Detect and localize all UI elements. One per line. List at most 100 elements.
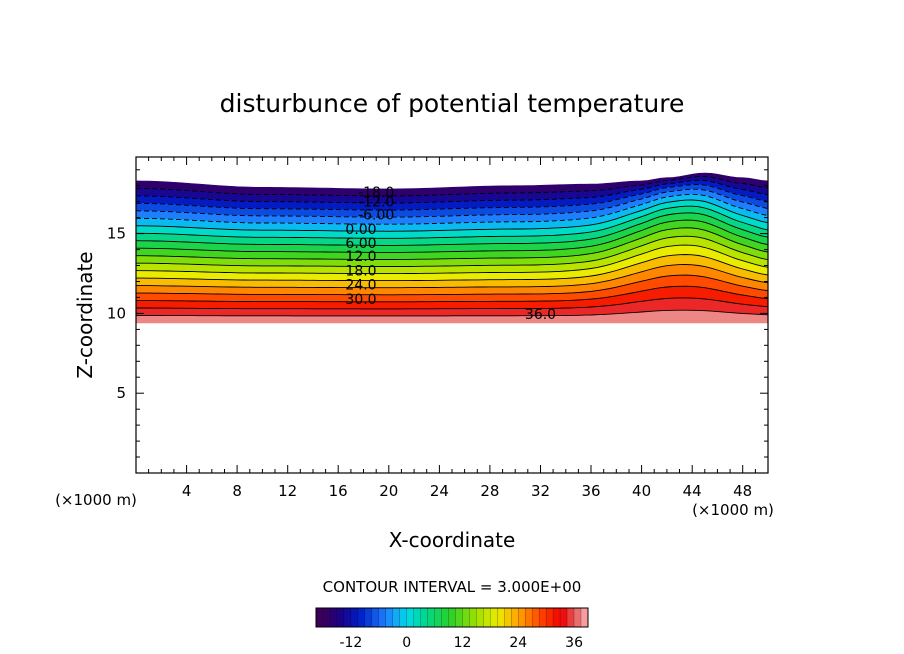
colorbar-tick-label: 36 bbox=[565, 635, 583, 651]
colorbar-cell bbox=[329, 608, 338, 627]
axis-ticks bbox=[136, 157, 768, 473]
contour-label: 30.0 bbox=[345, 292, 376, 308]
x-tick-label: 12 bbox=[278, 482, 297, 500]
x-unit-label-left: (×1000 m) bbox=[55, 491, 137, 509]
contour-line bbox=[136, 205, 768, 239]
colorbar-cell bbox=[378, 608, 387, 627]
colorbar-cell bbox=[504, 608, 512, 627]
colorbar-cell bbox=[455, 608, 463, 627]
contour-interval-text: CONTOUR INTERVAL = 3.000E+00 bbox=[323, 578, 582, 596]
contour-label: -12.0 bbox=[358, 195, 394, 211]
contour-line bbox=[136, 244, 768, 275]
colorbar-cell bbox=[511, 608, 519, 627]
x-unit-label-right: (×1000 m) bbox=[692, 501, 774, 519]
colorbar-cell bbox=[483, 608, 491, 627]
x-tick-label: 36 bbox=[581, 482, 600, 500]
colorbar-cell bbox=[420, 608, 428, 627]
contour-label: -6.00 bbox=[358, 208, 394, 224]
x-tick-label: 48 bbox=[733, 482, 752, 500]
x-tick-label: 24 bbox=[430, 482, 449, 500]
colorbar-cell bbox=[462, 608, 470, 627]
colorbar-cell bbox=[434, 608, 442, 627]
colorbar-cell bbox=[343, 608, 352, 627]
colorbar-cell bbox=[385, 608, 394, 627]
contour-line bbox=[136, 297, 768, 310]
contour-label: 0.00 bbox=[345, 222, 376, 238]
colorbar-cell bbox=[336, 608, 345, 627]
colorbar-cell bbox=[392, 608, 400, 627]
contour-line bbox=[136, 179, 768, 204]
colorbar-cell bbox=[441, 608, 449, 627]
colorbar-cell bbox=[539, 608, 547, 627]
colorbar-cell bbox=[469, 608, 477, 627]
colorbar bbox=[315, 608, 589, 627]
colorbar-cell bbox=[448, 608, 456, 627]
contour-line bbox=[136, 285, 768, 303]
contour-line bbox=[136, 254, 768, 282]
colorbar-cell bbox=[567, 608, 575, 627]
contour-label: 6.00 bbox=[345, 236, 376, 252]
x-axis-label: X-coordinate bbox=[389, 528, 516, 552]
contour-lines bbox=[136, 176, 768, 317]
colorbar-ticks: -12 0 12 24 36 bbox=[339, 635, 583, 651]
contour-label: -18.0 bbox=[358, 185, 394, 201]
x-tick-label: 44 bbox=[683, 482, 702, 500]
contour-line bbox=[136, 235, 768, 267]
contour-line bbox=[136, 199, 768, 232]
colorbar-cell bbox=[364, 608, 373, 627]
colorbar-cell bbox=[574, 608, 582, 627]
colorbar-cell bbox=[497, 608, 505, 627]
contour-line bbox=[136, 264, 768, 289]
contour-bands bbox=[136, 172, 768, 324]
contour-field bbox=[136, 172, 768, 324]
x-tick-labels: 4 8 12 16 20 24 28 32 36 40 44 48 bbox=[182, 482, 752, 500]
contour-line bbox=[136, 309, 768, 317]
contour-line bbox=[136, 274, 768, 296]
colorbar-cell bbox=[371, 608, 380, 627]
colorbar-cell bbox=[581, 608, 589, 627]
colorbar-cell bbox=[399, 608, 407, 627]
colorbar-tick-label: 0 bbox=[402, 635, 411, 651]
x-tick-label: 32 bbox=[531, 482, 550, 500]
y-tick-label: 10 bbox=[107, 304, 126, 322]
y-tick-label: 15 bbox=[107, 225, 126, 243]
contour-label: 18.0 bbox=[345, 263, 376, 279]
colorbar-cell bbox=[413, 608, 421, 627]
colorbar-cell bbox=[322, 608, 331, 627]
x-tick-label: 8 bbox=[232, 482, 242, 500]
contour-line bbox=[136, 227, 768, 260]
contour-line bbox=[136, 188, 768, 218]
colorbar-cell bbox=[427, 608, 435, 627]
colorbar-cell bbox=[406, 608, 414, 627]
x-tick-label: 4 bbox=[182, 482, 192, 500]
colorbar-tick-label: 24 bbox=[509, 635, 527, 651]
contour-line bbox=[136, 193, 768, 225]
contour-line bbox=[136, 219, 768, 253]
contour-label: 24.0 bbox=[345, 278, 376, 294]
colorbar-cell bbox=[490, 608, 498, 627]
x-tick-label: 40 bbox=[632, 482, 651, 500]
y-tick-label: 5 bbox=[116, 384, 126, 402]
contour-label: 12.0 bbox=[345, 249, 376, 265]
chart-title: disturbunce of potential temperature bbox=[220, 89, 685, 118]
colorbar-cell bbox=[476, 608, 484, 627]
contour-line bbox=[136, 184, 768, 211]
colorbar-cell bbox=[532, 608, 540, 627]
colorbar-frame bbox=[315, 607, 589, 628]
colorbar-cell bbox=[350, 608, 359, 627]
colorbar-tick-label: 12 bbox=[454, 635, 472, 651]
colorbar-cell bbox=[546, 608, 554, 627]
colorbar-cell bbox=[553, 608, 561, 627]
y-tick-labels: 5 10 15 bbox=[107, 225, 126, 403]
colorbar-cell bbox=[560, 608, 568, 627]
colorbar-cell bbox=[518, 608, 526, 627]
colorbar-cell bbox=[316, 608, 324, 627]
contour-line bbox=[136, 176, 768, 197]
x-tick-label: 28 bbox=[480, 482, 499, 500]
colorbar-cell bbox=[525, 608, 533, 627]
x-tick-label: 16 bbox=[329, 482, 348, 500]
contour-line bbox=[136, 212, 768, 246]
y-axis-label: Z-coordinate bbox=[73, 251, 97, 378]
